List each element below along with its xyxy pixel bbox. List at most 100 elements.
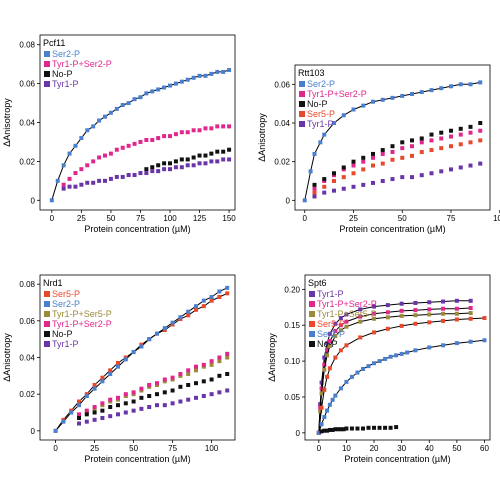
data-point [170,320,175,325]
data-point [120,103,125,107]
legend-label: Ser2-P [52,49,80,59]
data-point [410,138,414,143]
data-point [92,417,97,422]
data-point [410,153,414,158]
x-tick-label: 30 [397,444,406,453]
data-point [333,427,338,432]
y-tick-label: 0.02 [19,157,35,166]
data-point [61,182,66,187]
legend-label: No-P [52,329,73,339]
data-point [388,425,393,430]
data-point [132,173,137,177]
legend-marker [44,81,50,87]
legend-marker [44,331,50,337]
y-tick-label: 0.08 [19,280,35,289]
data-point [371,163,375,168]
data-point [372,330,377,335]
data-point [85,163,90,168]
data-point [468,306,473,310]
data-point [194,307,198,312]
data-point [84,394,89,398]
data-point [103,153,107,158]
data-point [427,307,432,312]
data-point [312,190,317,195]
data-point [225,291,230,296]
data-point [173,132,178,137]
data-point [319,429,324,434]
legend-marker [44,301,50,307]
x-tick-label: 50 [452,444,461,453]
data-point [322,362,327,367]
data-point [61,163,66,168]
legend-marker [44,341,50,347]
data-point [116,361,120,365]
data-point [155,331,159,336]
data-point [116,412,120,417]
data-point [366,425,371,430]
data-point [186,309,191,314]
data-point [399,301,404,306]
series-ser2-p [316,338,487,435]
y-tick-label: 0.02 [274,158,290,167]
panel-title: Rtt103 [298,68,325,78]
data-point [162,390,167,395]
data-point [186,313,191,318]
data-point [138,95,143,100]
data-point [162,326,167,331]
x-tick-label: 40 [425,444,434,453]
data-point [361,182,366,187]
data-point [439,136,444,141]
data-point [217,295,222,299]
data-point [482,316,487,321]
data-point [173,81,178,86]
x-tick-label: 50 [106,214,115,223]
data-point [427,345,432,350]
data-point [372,304,377,309]
data-point [139,344,144,349]
data-point [318,140,323,145]
data-point [355,370,360,375]
series-tyr1-p-ser2-p [77,351,230,417]
data-point [61,419,66,424]
data-point [178,384,183,389]
data-point [427,320,432,325]
data-point [178,372,183,376]
data-point [322,367,327,372]
fit-curve [51,69,230,201]
legend-marker [309,301,315,307]
data-point [69,410,74,415]
panel-rtt103: 0 25 50 75 100 0 0.02 0.04 0.06 Protein concentra… [257,64,500,234]
data-point [221,157,226,162]
data-point [92,405,97,409]
legend-label: Ser5-P [307,109,335,119]
data-point [468,124,473,129]
data-point [77,416,81,420]
data-point [139,406,144,411]
data-point [85,128,90,133]
data-point [338,323,343,328]
data-point [108,397,113,402]
data-point [351,171,356,176]
x-tick-label: 100 [493,214,500,223]
legend-marker [44,311,50,317]
legend-marker [299,121,305,127]
data-point [73,184,78,189]
data-point [168,83,172,88]
data-point [155,403,159,408]
data-point [344,379,349,384]
x-tick-label: 20 [370,444,379,453]
data-point [225,351,230,356]
panel-title: Pcf11 [43,38,65,48]
legend-marker [299,91,305,97]
data-point [330,427,335,432]
data-point [394,425,399,430]
data-point [92,386,97,391]
data-point [97,118,102,123]
data-point [361,159,366,164]
data-point [429,132,434,137]
data-point [108,368,113,373]
series-tyr1-p-ser2-p [312,128,483,191]
data-point [429,88,434,93]
data-point [319,380,324,385]
